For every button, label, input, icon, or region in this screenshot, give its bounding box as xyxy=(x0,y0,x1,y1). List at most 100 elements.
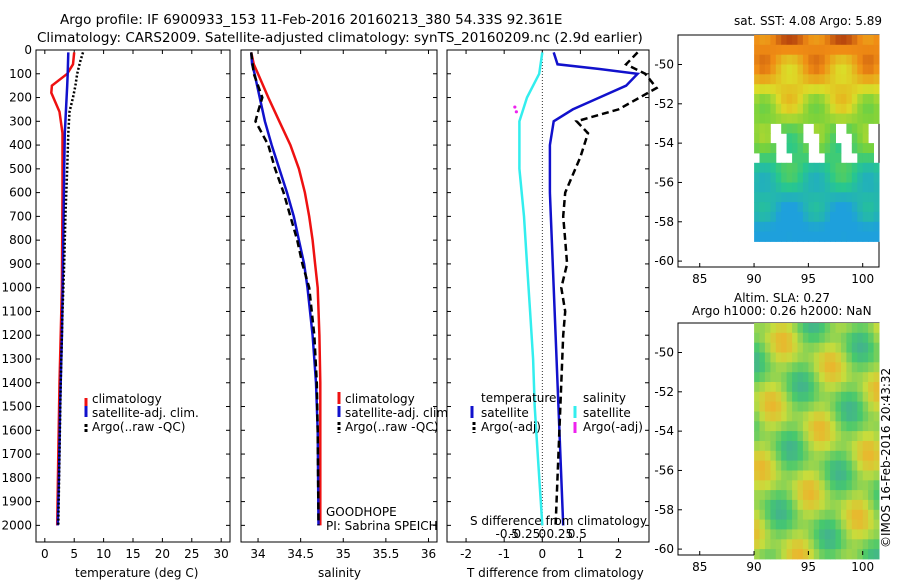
map-cell xyxy=(830,362,836,373)
map-cell xyxy=(781,231,788,242)
map-cell xyxy=(797,84,804,95)
map-cell xyxy=(786,182,793,193)
map-cell xyxy=(862,323,869,334)
map-y-tick-label: -54 xyxy=(654,136,674,150)
map-cell xyxy=(862,401,869,412)
map-cell xyxy=(792,162,798,174)
map-cell xyxy=(835,441,842,452)
map-cell xyxy=(857,172,864,183)
map-cell xyxy=(775,490,782,501)
map-cell xyxy=(841,391,847,403)
map-cell xyxy=(835,44,842,56)
map-cell xyxy=(862,509,869,521)
map-cell xyxy=(759,401,766,412)
map-y-tick-label: -52 xyxy=(654,385,674,399)
map-cell xyxy=(813,480,820,491)
map-cell xyxy=(802,529,809,540)
map-cell xyxy=(786,411,793,422)
map-cell xyxy=(802,401,809,412)
map-cell xyxy=(759,382,766,393)
map-cell xyxy=(824,44,831,56)
map-cell xyxy=(830,549,836,560)
map-cell xyxy=(792,54,798,65)
map-cell xyxy=(835,323,842,334)
y-tick-label: 1700 xyxy=(1,447,32,461)
map-cell xyxy=(754,401,760,412)
map-y-tick-label: -54 xyxy=(654,424,674,438)
map-cell xyxy=(857,211,864,223)
map-cell xyxy=(851,44,858,56)
map-cell xyxy=(868,421,874,432)
map-cell xyxy=(797,74,804,85)
map-cell xyxy=(802,539,809,550)
map-cell xyxy=(862,94,869,105)
map-cell xyxy=(873,332,880,344)
map-cell xyxy=(781,44,788,56)
map-cell xyxy=(754,470,760,481)
map-cell xyxy=(824,509,831,521)
map-cell xyxy=(830,202,836,213)
map-cell xyxy=(819,323,826,334)
y-tick-label: 1000 xyxy=(1,281,32,295)
map-cell xyxy=(754,172,760,183)
map-cell xyxy=(775,84,782,95)
map-cell xyxy=(786,332,793,344)
map-cell xyxy=(868,182,874,193)
map-cell xyxy=(851,509,858,521)
map-cell xyxy=(792,113,798,124)
map-cell xyxy=(846,54,853,65)
map-cell xyxy=(802,94,809,105)
legend-temperature-heading: temperature xyxy=(481,391,556,405)
map-cell xyxy=(764,153,771,164)
map-cell xyxy=(873,64,880,75)
map-cell xyxy=(802,441,809,452)
map-cell xyxy=(851,221,858,233)
map-cell xyxy=(824,391,831,403)
map-cell xyxy=(873,549,880,560)
x-tick-label: 10 xyxy=(96,547,111,561)
map-cell xyxy=(857,323,864,334)
map-cell xyxy=(764,94,771,105)
map-cell xyxy=(851,64,858,75)
map-cell xyxy=(786,64,793,75)
map-cell xyxy=(764,460,771,471)
map-cell xyxy=(770,411,777,422)
map-cell xyxy=(764,519,771,530)
map-cell xyxy=(770,162,777,174)
map-cell xyxy=(819,94,826,105)
map-cell xyxy=(808,411,815,422)
map-cell xyxy=(781,470,788,481)
map-cell xyxy=(754,162,760,174)
map-cell xyxy=(851,549,858,560)
map-cell xyxy=(770,143,777,154)
map-cell xyxy=(802,499,809,511)
map-cell xyxy=(786,192,793,203)
map-cell xyxy=(808,519,815,530)
map-cell xyxy=(857,490,864,501)
map-cell xyxy=(781,162,788,174)
map-cell xyxy=(830,519,836,530)
map-cell xyxy=(851,391,858,403)
map-cell xyxy=(813,342,820,353)
map-cell xyxy=(824,411,831,422)
map-cell xyxy=(808,64,815,75)
map-cell xyxy=(754,352,760,363)
map-cell xyxy=(759,421,766,432)
legend-s-satellite: satellite xyxy=(583,406,631,420)
map-cell xyxy=(846,192,853,203)
map-cell xyxy=(786,211,793,223)
map-cell xyxy=(808,103,815,115)
map-cell xyxy=(786,123,793,134)
map-cell xyxy=(808,94,815,105)
map-cell xyxy=(775,332,782,344)
map-cell xyxy=(754,362,760,373)
map-cell xyxy=(824,401,831,412)
map-cell xyxy=(835,162,842,174)
map-cell xyxy=(830,490,836,501)
map-cell xyxy=(786,94,793,105)
map-cell xyxy=(813,192,820,203)
map-cell xyxy=(797,182,804,193)
legend-climatology: climatology xyxy=(92,392,162,406)
map-cell xyxy=(835,431,842,442)
map-cell xyxy=(764,421,771,432)
